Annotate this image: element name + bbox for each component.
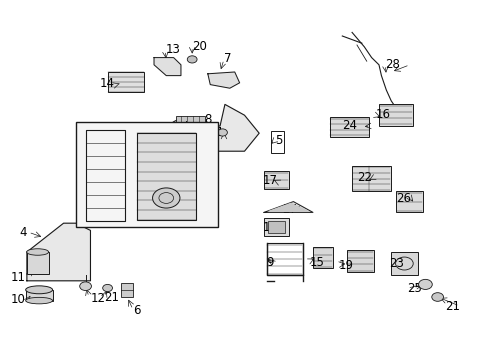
Text: 18: 18 (263, 221, 277, 234)
Circle shape (431, 293, 443, 301)
Text: 21: 21 (208, 126, 224, 139)
Text: 5: 5 (274, 134, 282, 147)
Text: 11: 11 (10, 271, 25, 284)
Text: 28: 28 (385, 58, 399, 71)
Text: 2: 2 (163, 190, 171, 203)
Circle shape (80, 282, 91, 291)
Bar (107, 72, 144, 92)
Ellipse shape (26, 249, 48, 255)
Text: 3: 3 (142, 125, 149, 138)
Text: 21: 21 (104, 291, 119, 304)
Bar (395, 191, 422, 212)
Polygon shape (264, 202, 312, 212)
Bar (76, 122, 217, 227)
Bar (264, 218, 288, 236)
Polygon shape (268, 203, 307, 211)
Text: 10: 10 (11, 293, 25, 306)
Polygon shape (27, 223, 90, 281)
Text: 8: 8 (204, 113, 211, 126)
Bar (266, 243, 303, 275)
Bar (378, 104, 412, 126)
Ellipse shape (26, 297, 53, 304)
Text: 13: 13 (165, 43, 180, 56)
Text: 1: 1 (142, 161, 149, 174)
Bar (26, 290, 53, 301)
Circle shape (187, 56, 197, 63)
Polygon shape (137, 104, 259, 151)
Polygon shape (154, 58, 181, 76)
Text: 24: 24 (342, 119, 357, 132)
Circle shape (418, 279, 431, 289)
Bar (264, 171, 288, 189)
Text: 25: 25 (407, 282, 421, 295)
Text: 20: 20 (192, 40, 206, 53)
Bar (27, 252, 49, 274)
Text: 14: 14 (100, 77, 115, 90)
Text: 17: 17 (262, 174, 277, 187)
Bar (390, 252, 417, 275)
Text: 21: 21 (444, 300, 459, 313)
Bar (351, 166, 390, 191)
Text: 19: 19 (338, 259, 353, 272)
Text: 16: 16 (375, 108, 390, 121)
Circle shape (217, 129, 227, 136)
Text: 6: 6 (133, 304, 140, 317)
Text: 4: 4 (20, 226, 27, 239)
Circle shape (102, 284, 112, 292)
Text: 9: 9 (266, 256, 273, 269)
Text: 22: 22 (357, 171, 372, 184)
Bar (267, 221, 284, 233)
Polygon shape (207, 72, 239, 88)
Text: 12: 12 (90, 292, 105, 305)
Bar (329, 117, 368, 137)
Bar (346, 250, 373, 272)
Text: 23: 23 (388, 257, 403, 270)
Bar (137, 133, 195, 220)
Circle shape (152, 188, 180, 208)
Bar (271, 131, 283, 153)
Ellipse shape (26, 286, 53, 294)
Text: 26: 26 (395, 192, 410, 205)
Bar (176, 116, 205, 122)
Text: 27: 27 (282, 203, 297, 216)
Bar (121, 283, 133, 297)
Bar (85, 130, 124, 221)
Text: 7: 7 (224, 52, 231, 65)
Text: 15: 15 (309, 256, 324, 269)
Bar (312, 247, 332, 268)
